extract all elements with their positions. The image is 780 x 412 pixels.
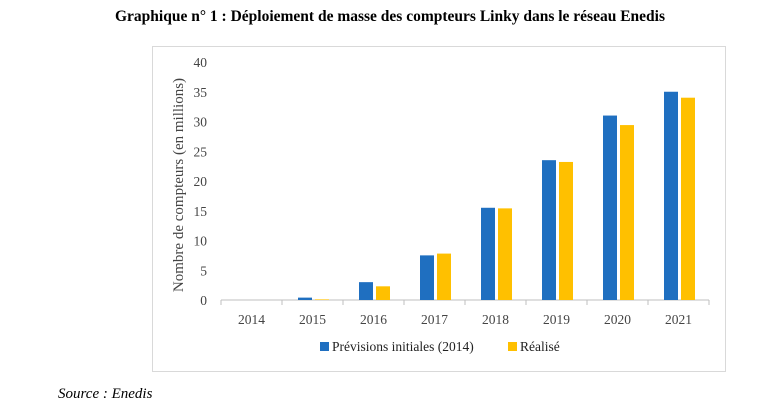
bar-realise (559, 161, 573, 300)
legend-swatch (508, 342, 517, 351)
y-tick-label: 35 (194, 85, 208, 100)
y-axis-label: Nombre de compteurs (en millions) (171, 78, 187, 292)
bar-realise (620, 125, 634, 300)
bar-previsions (298, 297, 312, 300)
legend-label: Prévisions initiales (2014) (332, 339, 474, 354)
x-tick-label: 2021 (665, 312, 692, 327)
bar-realise (498, 208, 512, 300)
y-tick-label: 0 (200, 293, 207, 308)
chart-title: Graphique n° 1 : Déploiement de masse de… (114, 8, 666, 25)
bar-previsions (359, 282, 373, 300)
legend-label: Réalisé (520, 339, 560, 354)
legend-swatch (320, 342, 329, 351)
x-tick-label: 2017 (421, 312, 448, 327)
bar-realise (376, 286, 390, 300)
y-tick-label: 10 (194, 234, 208, 249)
bar-previsions (664, 91, 678, 300)
x-tick-label: 2015 (299, 312, 326, 327)
x-tick-label: 2016 (360, 312, 387, 327)
x-tick-label: 2020 (604, 312, 631, 327)
y-tick-label: 25 (194, 144, 208, 159)
bar-realise (437, 253, 451, 300)
x-tick-label: 2018 (482, 312, 509, 327)
bar-realise (315, 299, 329, 300)
bar-previsions (420, 255, 434, 300)
x-tick-label: 2019 (543, 312, 570, 327)
bar-realise (681, 97, 695, 300)
source-note: Source : Enedis (58, 386, 153, 402)
bar-previsions (481, 207, 495, 300)
y-tick-label: 15 (194, 204, 208, 219)
y-tick-label: 40 (194, 55, 208, 70)
x-tick-label: 2014 (238, 312, 265, 327)
bar-previsions (603, 115, 617, 300)
bar-previsions (542, 160, 556, 300)
y-tick-label: 20 (194, 174, 208, 189)
y-tick-label: 30 (194, 115, 208, 130)
y-tick-label: 5 (200, 263, 207, 278)
